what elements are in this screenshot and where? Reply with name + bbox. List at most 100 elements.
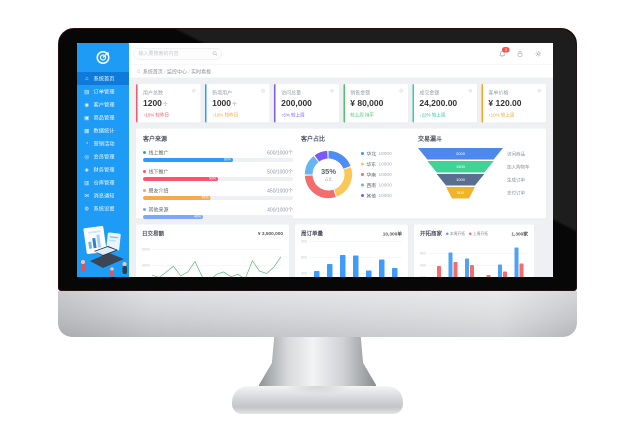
progress-value: 400/1000个: [267, 207, 293, 214]
funnel-row: 2000 访问商品: [77, 43, 539, 160]
panel-title: 日交易额: [142, 231, 164, 237]
main-area: 3: [77, 43, 553, 277]
card-gear-icon[interactable]: ⚙: [467, 88, 473, 95]
axis-tick-label: 400: [420, 263, 426, 268]
legend-label: 华南: [366, 172, 377, 179]
progress-track: 45%: [143, 196, 293, 200]
monitor-screen: ⌂ 系统首页 ▤ 订单管理 ◉ 客户管理 ▣ 商品管理 ▦ 数据统计 ◔ 营销活动 ◎ 会员管理 ◈ 财务管理…: [77, 43, 553, 277]
card-gear-icon[interactable]: ⚙: [260, 88, 266, 95]
panel-value: 10,300单: [382, 231, 402, 238]
legend-item: 华南 10000: [361, 171, 392, 178]
weekly-orders-panel: 周订单量 10,300单 900 600 300: [295, 224, 408, 277]
progress-value: 450/1000个: [267, 188, 293, 195]
sidebar-illustration: [81, 225, 127, 277]
legend-label: 上周开拓: [473, 231, 488, 236]
bar: [469, 264, 474, 277]
funnel-layer: 2000: [418, 148, 503, 160]
search-icon: [212, 51, 218, 56]
bar: [436, 266, 441, 277]
legend-dot: [361, 194, 364, 197]
search-box[interactable]: [133, 47, 222, 60]
progress-list: 线上推广 600/1000个 60% 线下推广 500/1000个 50% 朋友介绍 450/…: [143, 149, 293, 219]
bar: [392, 268, 398, 277]
breadcrumb-item[interactable]: 实时看板: [191, 69, 212, 75]
sidebar-item-6[interactable]: ◎ 会员管理: [77, 150, 129, 163]
bar: [453, 261, 458, 277]
card-gear-icon[interactable]: ⚙: [398, 88, 404, 95]
legend-dot: [446, 232, 449, 235]
notifications-button[interactable]: 3: [498, 47, 510, 58]
sidebar-item-label: 商品管理: [93, 114, 115, 121]
sidebar-item-label: 财务管理: [93, 166, 115, 173]
home-icon: ⌂: [137, 68, 141, 74]
funnel-label-text: 加入购物车: [507, 164, 530, 170]
breadcrumb-item[interactable]: 监控中心: [167, 69, 187, 75]
card-gear-icon[interactable]: ⚙: [329, 88, 335, 95]
breadcrumb: ⌂ 系统首页 / 监控中心 / 实时看板: [129, 64, 553, 78]
stat-card-trend: ↑10% 较昨日: [143, 112, 170, 118]
search-input[interactable]: [137, 50, 213, 57]
stat-card: 访问总量 ⚙ 200,000 ↑5% 较上周: [274, 84, 339, 123]
monitor-base: [232, 386, 403, 414]
donut-segment: [304, 150, 353, 199]
sidebar-item-8[interactable]: ▥ 仓库管理: [77, 176, 129, 189]
progress-row: 线下推广 500/1000个 50%: [143, 168, 293, 181]
sidebar-item-4[interactable]: ▦ 数据统计: [77, 124, 129, 137]
funnel-label: 访问商品: [77, 43, 525, 158]
content: 用户总数 ⚙ 1200 个 ↑10% 较昨日 新增用户 ⚙ 1000 个 ↑10% 较昨日 访问…: [77, 43, 553, 277]
axis-tick-label: 600: [420, 251, 426, 256]
sidebar-item-7[interactable]: ◈ 财务管理: [77, 163, 129, 176]
bar: [366, 270, 372, 277]
notification-badge: 3: [502, 47, 510, 53]
analytics-panel: 客户来源 线上推广 600/1000个 60% 线下推广 500/1000个 50% 朋友介…: [77, 43, 546, 219]
stat-card: 客单价格 ⚙ ¥ 120.00 ↑10% 较上周: [481, 84, 547, 123]
progress-row: 朋友介绍 450/1000个 45%: [143, 187, 293, 200]
share-legend: 华北 10000 华东 10000 华南 10000 西南 10000 其他 10000: [361, 150, 392, 199]
stat-card: 用户总数 ⚙ 1200 个 ↑10% 较昨日: [136, 84, 201, 123]
sidebar-item-1[interactable]: ▤ 订单管理: [77, 85, 129, 98]
legend-item: 本周开拓: [446, 231, 465, 237]
daily-turnover-panel: 日交易额 ¥ 3,500,000 500040003000: [136, 224, 289, 277]
sidebar-item-3[interactable]: ▣ 商品管理: [77, 111, 129, 124]
legend-value: 10000: [378, 161, 392, 167]
legend-item: 华北 10000: [361, 150, 392, 157]
legend-dot: [361, 183, 364, 187]
sidebar-item-2[interactable]: ◉ 客户管理: [77, 98, 129, 111]
legend-label: 华北: [366, 151, 377, 158]
sidebar-item-label: 系统首页: [93, 75, 115, 82]
funnel-layer-shape: 1000: [436, 174, 485, 186]
card-gear-icon[interactable]: ⚙: [191, 88, 197, 95]
bar: [448, 252, 453, 277]
donut-center-value: 35%: [320, 167, 337, 176]
legend-value: 10000: [378, 182, 392, 188]
breadcrumb-separator: /: [162, 69, 167, 75]
legend-item: 西南 10000: [361, 182, 392, 189]
panel-title: 客户占比: [301, 135, 326, 143]
chart-legend: 本周开拓 上周开拓: [446, 231, 488, 237]
settings-button[interactable]: [534, 50, 542, 58]
stat-card-value: ¥ 80,000: [350, 98, 384, 109]
stat-card-value: 1200 个: [143, 98, 168, 109]
orders-icon: ▤: [84, 88, 90, 95]
sidebar-item-0[interactable]: ⌂ 系统首页: [77, 72, 129, 85]
stat-card-trend: ↑5% 较上周: [281, 112, 305, 118]
app-logo[interactable]: [77, 43, 129, 72]
line-series: [151, 256, 282, 277]
sidebar: ⌂ 系统首页 ▤ 订单管理 ◉ 客户管理 ▣ 商品管理 ▦ 数据统计 ◔ 营销活动 ◎ 会员管理 ◈ 财务管理…: [77, 43, 129, 277]
sidebar-item-10[interactable]: ⚙ 系统设置: [77, 202, 129, 215]
sidebar-item-5[interactable]: ◔ 营销活动: [77, 137, 129, 150]
progress-label: 线上推广: [148, 150, 169, 157]
stat-card: 销售金额 ⚙ ¥ 80,000 较上周 持平: [343, 84, 408, 123]
bar-chart: 900 600 300: [301, 240, 402, 277]
breadcrumb-item[interactable]: 系统首页: [142, 69, 163, 75]
sidebar-item-9[interactable]: ✉ 消息通知: [77, 189, 129, 202]
lock-button[interactable]: [516, 50, 524, 58]
legend-label: 本周开拓: [450, 231, 465, 236]
funnel-label: 生成订单: [77, 43, 525, 184]
card-gear-icon[interactable]: ⚙: [537, 88, 542, 95]
progress-value: 600/1000个: [267, 150, 293, 157]
bar: [514, 247, 519, 277]
bar: [502, 271, 507, 277]
marketing-icon: ◔: [85, 140, 89, 147]
